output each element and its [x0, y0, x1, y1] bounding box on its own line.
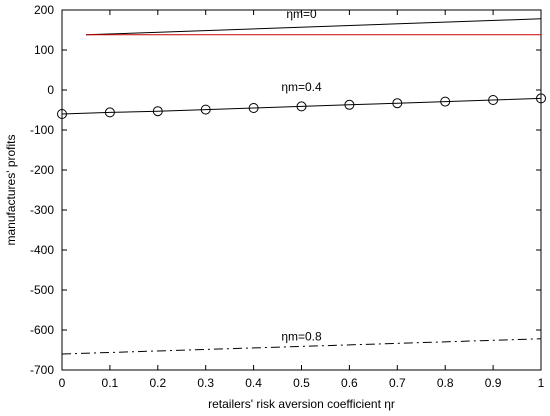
data-point: [104, 107, 115, 118]
y-tick-label: -300: [30, 203, 54, 217]
x-tick-label: 0.1: [102, 376, 119, 390]
data-point: [152, 106, 163, 117]
plot-area: [61, 9, 542, 371]
y-tick-label: -200: [30, 163, 54, 177]
x-tick-label: 0.2: [149, 376, 166, 390]
y-tick-label: -100: [30, 123, 54, 137]
x-tick-label: 0.9: [485, 376, 502, 390]
series-line-0: [85, 18, 542, 36]
data-point: [344, 99, 355, 110]
series-layer: [57, 18, 546, 355]
data-point: [392, 98, 403, 109]
series-line-3: [61, 338, 542, 355]
data-point: [200, 104, 211, 115]
x-tick-label: 0.7: [389, 376, 406, 390]
y-tick-label: 0: [47, 83, 54, 97]
x-tick-label: 0.5: [293, 376, 310, 390]
x-tick-label: 0.4: [245, 376, 262, 390]
data-point: [536, 93, 546, 104]
series-annotation: ηm=0: [286, 7, 317, 21]
y-tick-label: -700: [30, 363, 54, 377]
series-annotation: ηm=0.4: [281, 80, 322, 94]
y-tick-label: -400: [30, 243, 54, 257]
data-point: [57, 109, 67, 119]
y-tick-label: 100: [34, 43, 54, 57]
data-point: [440, 96, 451, 107]
ticks-layer: 0 0.1 0.2 0.3 0.4 0.5 0.6 0.7 0.8 0.9 1 200 100 0 -100…: [30, 3, 545, 390]
y-tick-label: 200: [34, 3, 54, 17]
y-axis-label: manufactures' profits: [4, 134, 18, 245]
data-point: [488, 95, 499, 105]
series-line-2: [61, 97, 542, 115]
x-tick-label: 0.6: [341, 376, 358, 390]
x-tick-label: 0.8: [437, 376, 454, 390]
y-tick-label: -600: [30, 323, 54, 337]
series-annotation: ηm=0.8: [281, 329, 322, 343]
annotation-layer: ηm=0 ηm=0.4 ηm=0.8: [281, 7, 322, 343]
x-axis-label: retailers' risk aversion coefficient ηr: [208, 397, 395, 411]
x-tick-label: 1: [538, 376, 545, 390]
x-tick-label: 0.3: [197, 376, 214, 390]
data-point: [248, 103, 259, 113]
x-tick-label: 0: [59, 376, 66, 390]
y-tick-label: -500: [30, 283, 54, 297]
data-point: [296, 101, 307, 112]
